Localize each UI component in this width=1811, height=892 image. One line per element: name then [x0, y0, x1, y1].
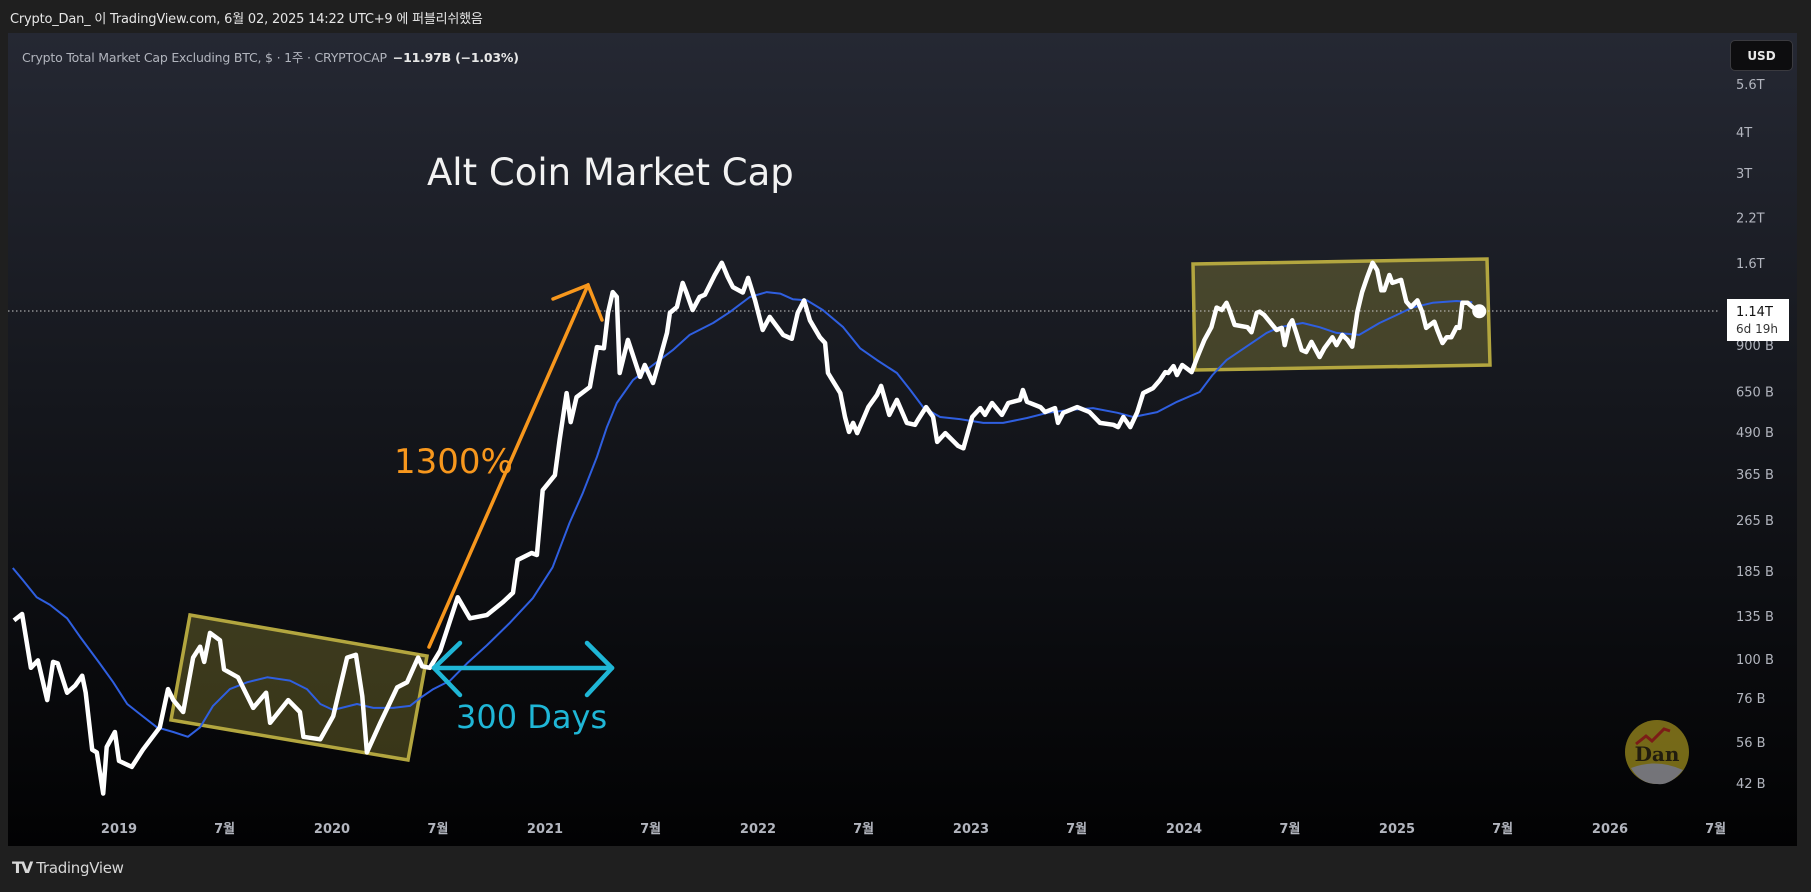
- x-axis-tick-label: 2024: [1166, 822, 1202, 837]
- y-axis-tick-label: 5.6T: [1736, 78, 1765, 93]
- y-axis-tick-label: 265 B: [1736, 514, 1774, 529]
- x-axis-tick-label: 2021: [527, 822, 563, 837]
- y-axis-tick-label: 3T: [1736, 167, 1752, 182]
- x-axis-tick-label: 7월: [853, 821, 874, 837]
- y-axis-tick-label: 56 B: [1736, 736, 1766, 751]
- price-change: −11.97B (−1.03%): [392, 50, 519, 65]
- tradingview-brand[interactable]: TV TradingView: [12, 858, 124, 877]
- tradingview-logo-icon: TV: [12, 858, 33, 877]
- bar-countdown: 6d 19h: [1736, 322, 1778, 336]
- x-axis-tick-label: 7월: [1705, 821, 1726, 837]
- y-axis-tick-label: 100 B: [1736, 653, 1774, 668]
- x-axis-tick-label: 2025: [1379, 822, 1415, 837]
- symbol-description: Crypto Total Market Cap Excluding BTC, $…: [22, 50, 387, 65]
- y-axis-tick-label: 365 B: [1736, 468, 1774, 483]
- symbol-legend[interactable]: Crypto Total Market Cap Excluding BTC, $…: [22, 47, 519, 66]
- gain-arrow[interactable]: [427, 282, 604, 649]
- x-axis-tick-label: 7월: [640, 821, 661, 837]
- last-price-label: 1.14T 6d 19h: [1727, 299, 1789, 341]
- x-axis-tick-label: 2019: [101, 822, 137, 837]
- moving-average-line[interactable]: [12, 291, 1473, 738]
- published-by-header: Crypto_Dan_ 이 TradingView.com, 6월 02, 20…: [10, 12, 483, 27]
- y-axis-tick-label: 135 B: [1736, 610, 1774, 625]
- duration-label: 300 Days: [456, 698, 607, 736]
- x-axis-tick-label: 7월: [427, 821, 448, 837]
- currency-button[interactable]: USD: [1730, 40, 1793, 71]
- y-axis-tick-label: 1.6T: [1736, 257, 1765, 272]
- x-axis-tick-label: 2026: [1592, 822, 1628, 837]
- y-axis-tick-label: 2.2T: [1736, 211, 1765, 226]
- price-line[interactable]: [12, 260, 1481, 796]
- x-axis-tick-label: 2020: [314, 822, 350, 837]
- y-axis-tick-label: 185 B: [1736, 565, 1774, 580]
- x-axis-tick-label: 7월: [1066, 821, 1087, 837]
- y-axis-tick-label: 900 B: [1736, 339, 1774, 354]
- x-axis-tick-label: 7월: [214, 821, 235, 837]
- x-axis-tick-label: 7월: [1279, 821, 1300, 837]
- last-price-value: 1.14T: [1736, 305, 1773, 320]
- y-axis-tick-label: 42 B: [1736, 777, 1766, 792]
- price-chart[interactable]: Alt Coin Market Cap 1300% 300 Days Dan 5…: [8, 33, 1797, 846]
- gain-label: 1300%: [394, 442, 513, 482]
- x-axis-tick-label: 7월: [1492, 821, 1513, 837]
- y-axis-tick-label: 4T: [1736, 126, 1752, 141]
- last-price-dot: [1472, 304, 1487, 319]
- x-axis-tick-label: 2023: [953, 822, 989, 837]
- x-axis-tick-label: 2022: [740, 822, 776, 837]
- chart-title-annotation: Alt Coin Market Cap: [427, 151, 794, 194]
- dan-crypto-logo: Dan: [1625, 720, 1689, 785]
- y-axis-tick-label: 490 B: [1736, 426, 1774, 441]
- svg-text:Dan: Dan: [1635, 742, 1680, 766]
- tradingview-wordmark: TradingView: [36, 858, 124, 877]
- y-axis-tick-label: 650 B: [1736, 386, 1774, 401]
- duration-arrow[interactable]: [431, 640, 615, 698]
- y-axis-tick-label: 76 B: [1736, 692, 1766, 707]
- range-box-2024-2025[interactable]: [1191, 257, 1492, 372]
- chart-panel[interactable]: Alt Coin Market Cap 1300% 300 Days Dan 5…: [8, 33, 1797, 846]
